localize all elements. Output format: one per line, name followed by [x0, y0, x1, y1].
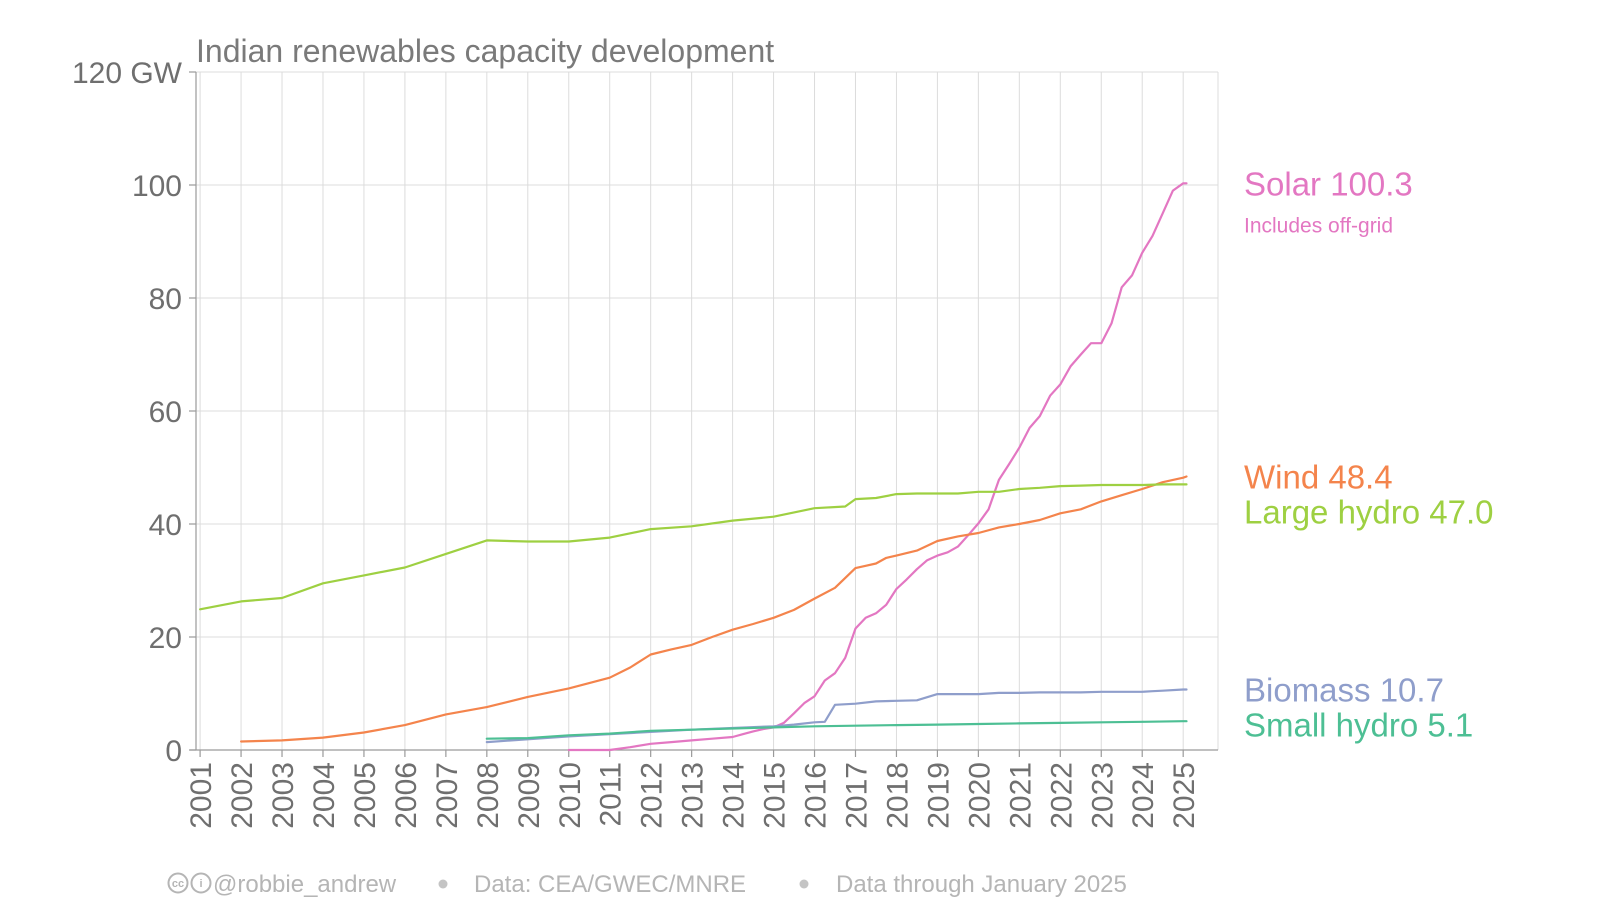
- x-tick-label: 2020: [963, 762, 996, 829]
- end-label-biomass: Biomass 10.7: [1244, 672, 1444, 709]
- y-axis-ticks: 0 20 40 60 80 100 120 GW: [72, 57, 196, 768]
- x-tick-label: 2006: [390, 762, 423, 829]
- end-label-wind: Wind 48.4: [1244, 459, 1393, 496]
- x-axis-ticks: 2001 2002 2003 2004 2005 2006 2007 2008 2009 2010…: [185, 750, 1201, 829]
- x-tick-label: 2015: [759, 762, 792, 829]
- y-tick-label: 0: [165, 735, 182, 768]
- end-label-small-hydro: Small hydro 5.1: [1244, 707, 1473, 744]
- x-tick-label: 2013: [677, 762, 710, 829]
- x-tick-label: 2022: [1045, 762, 1078, 829]
- cc-icon-label: cc: [172, 878, 184, 890]
- cc-icon: [167, 872, 189, 894]
- y-tick-label: 80: [149, 283, 182, 316]
- x-tick-label: 2018: [881, 762, 914, 829]
- x-tick-label: 2005: [349, 762, 382, 829]
- y-tick-label: 60: [149, 396, 182, 429]
- series-end-labels: Solar 100.3 Includes off-grid Wind 48.4Lar…: [1244, 165, 1494, 743]
- footer-source: Data: CEA/GWEC/MNRE: [474, 871, 746, 898]
- x-tick-label: 2003: [267, 762, 300, 829]
- y-tick-label: 120 GW: [72, 57, 183, 90]
- y-tick-label: 40: [149, 509, 182, 542]
- x-tick-label: 2002: [226, 762, 259, 829]
- y-tick-label: 100: [132, 170, 182, 203]
- end-label-solar: Solar 100.3: [1244, 165, 1413, 202]
- x-tick-label: 2008: [472, 762, 505, 829]
- attribution-icon: [190, 872, 212, 894]
- series-line-small-hydro: [485, 720, 1188, 740]
- x-tick-label: 2019: [922, 762, 955, 829]
- series-lines: [199, 182, 1188, 752]
- x-tick-label: 2011: [595, 762, 628, 827]
- x-tick-label: 2001: [185, 762, 218, 829]
- y-tick-label: 20: [149, 622, 182, 655]
- x-tick-label: 2014: [718, 762, 751, 829]
- footer-coverage: Data through January 2025: [836, 871, 1127, 898]
- x-tick-label: 2007: [431, 762, 464, 829]
- footer-author: @robbie_andrew: [213, 871, 397, 898]
- series-line-wind: [240, 475, 1188, 743]
- x-tick-label: 2023: [1086, 762, 1119, 829]
- footer: cc i @robbie_andrew Data: CEA/GWEC/MNRE …: [167, 871, 1127, 898]
- x-tick-label: 2024: [1127, 762, 1160, 829]
- footer-separator-dot: [438, 879, 448, 889]
- x-tick-label: 2010: [554, 762, 587, 829]
- x-tick-label: 2004: [308, 762, 341, 829]
- x-tick-label: 2016: [800, 762, 833, 829]
- footer-separator-dot: [799, 879, 809, 889]
- end-label-large-hydro: Large hydro 47.0: [1244, 494, 1494, 531]
- series-line-solar: [567, 182, 1188, 752]
- attribution-icon-label: i: [199, 878, 202, 890]
- x-tick-label: 2017: [840, 762, 873, 829]
- end-label-note-solar: Includes off-grid: [1244, 214, 1393, 237]
- x-tick-label: 2025: [1168, 762, 1201, 829]
- grid: [196, 71, 1219, 750]
- x-tick-label: 2012: [636, 762, 669, 829]
- x-tick-label: 2009: [513, 762, 546, 829]
- x-tick-label: 2021: [1004, 762, 1037, 829]
- series-line-large-hydro: [199, 483, 1188, 611]
- chart-title: Indian renewables capacity development: [196, 33, 774, 69]
